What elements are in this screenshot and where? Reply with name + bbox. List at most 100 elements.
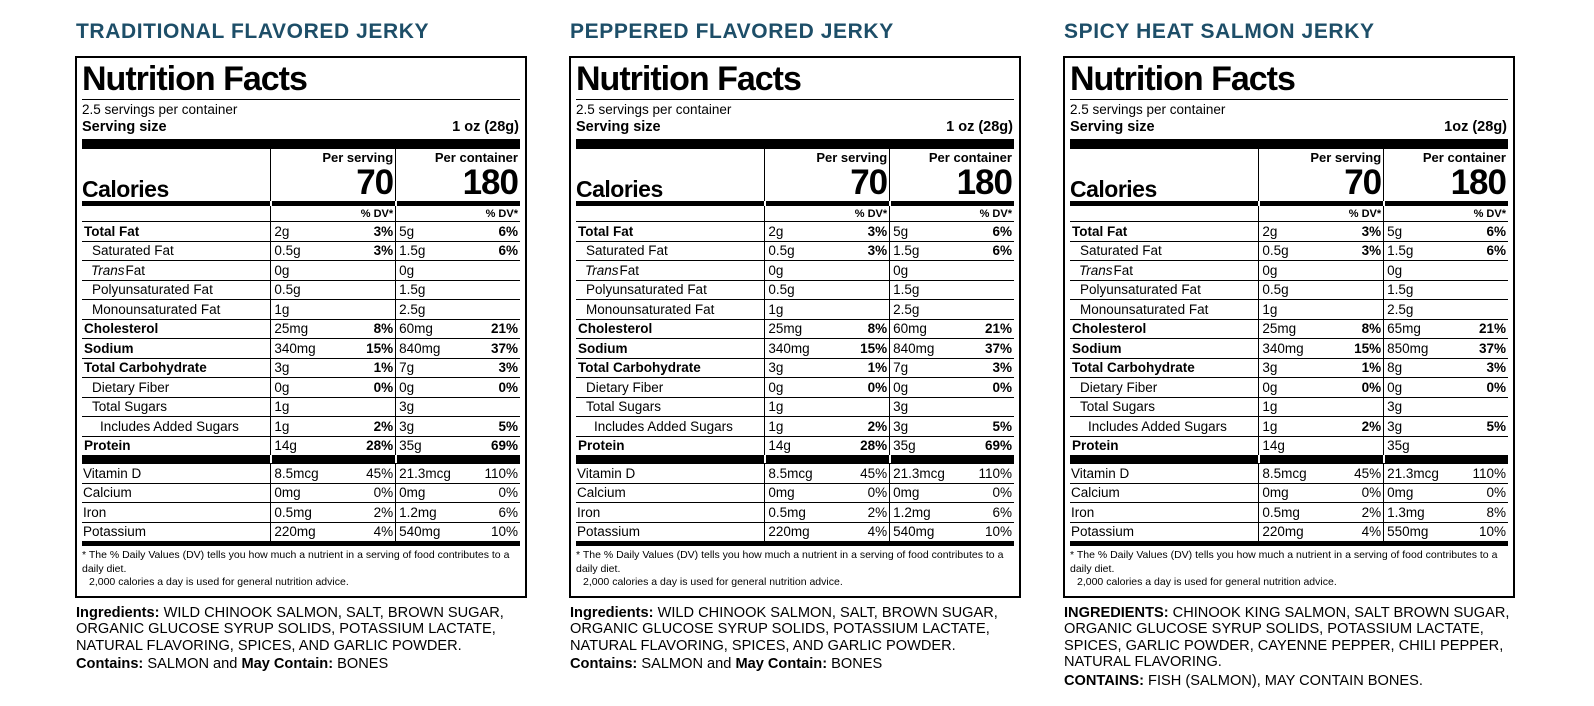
nutrient-name: Sodium [82, 338, 271, 358]
nutrient-name-text: Total Sugars [1080, 399, 1156, 414]
vitamin-serving-amount: 8.5mcg [768, 465, 813, 481]
vitamin-serving-amount: 220mg [274, 524, 316, 539]
nutrient-container-cell: 2.5g [889, 299, 1014, 319]
nutrient-name: Total Sugars [82, 396, 271, 417]
vitamin-serving-dv: 4% [373, 524, 394, 539]
nutrient-container-cell: 1.5g 6% [889, 240, 1014, 260]
nutrient-serving-cell: 1g 2% [764, 416, 890, 436]
product-title: TRADITIONAL FLAVORED JERKY [76, 20, 430, 43]
nutrient-container-cell: 3g 5% [889, 416, 1014, 436]
nutrient-container-amount: 35g [893, 438, 916, 453]
vitamin-name: Iron [1070, 502, 1259, 522]
nutrient-serving-cell: 0.5g [1258, 279, 1384, 299]
ingredients-text: INGREDIENTS: CHINOOK KING SALMON, SALT B… [1063, 605, 1515, 671]
vitamin-container-cell: 0mg 0% [1383, 482, 1508, 502]
protein-underbar [270, 455, 396, 463]
vitamin-container-dv: 110% [1472, 465, 1506, 481]
servings-per-container: 2.5 servings per container [1070, 102, 1226, 117]
protein-underbar [1258, 455, 1384, 463]
vitamin-container-cell: 21.3mcg 110% [889, 463, 1014, 483]
nutrient-serving-cell: 1g [270, 299, 396, 319]
ingredients-label: INGREDIENTS: [1064, 604, 1169, 621]
vitamin-serving-amount: 220mg [768, 524, 810, 539]
nutrient-serving-amount: 0.5g [1262, 282, 1289, 297]
vitamin-serving-cell: 0mg 0% [270, 482, 396, 502]
nutrient-serving-amount: 0.5g [274, 282, 301, 297]
nutrient-name: Polyunsaturated Fat [82, 279, 271, 300]
nutrient-name-text: Dietary Fiber [586, 379, 664, 395]
nutrient-serving-amount: 0g [768, 262, 784, 278]
nutrient-container-amount: 3g [399, 418, 415, 434]
nutrient-name: Dietary Fiber [82, 377, 271, 397]
nutrient-serving-cell: 0.5g [764, 279, 890, 299]
vitamin-serving-amount: 0.5mg [1262, 504, 1300, 520]
calories-underbar [1383, 201, 1508, 206]
footnote-divider-bar [1070, 541, 1508, 546]
footnote-line1: * The % Daily Values (DV) tells you how … [576, 549, 1004, 575]
nutrient-serving-cell: 1g [1258, 299, 1384, 319]
nutrient-serving-amount: 0.5g [274, 243, 301, 258]
nutrient-container-cell: 0g [1383, 260, 1508, 280]
footnote: * The % Daily Values (DV) tells you how … [1070, 546, 1508, 592]
nutrient-name: Total Carbohydrate [82, 357, 271, 378]
nutrient-name: Monounsaturated Fat [82, 299, 271, 319]
nutrient-serving-dv: 3% [373, 223, 394, 239]
nutrient-container-dv: 5% [1486, 418, 1506, 434]
vitamin-container-dv: 0% [992, 485, 1012, 500]
nutrient-name: Includes Added Sugars [82, 416, 271, 436]
footnote: * The % Daily Values (DV) tells you how … [576, 546, 1014, 592]
nutrient-serving-dv: 15% [860, 340, 888, 356]
nutrient-container-cell: 0g [889, 260, 1014, 280]
calories-label: Calories [1070, 176, 1157, 202]
nutrient-serving-cell: 25mg 8% [270, 318, 396, 338]
nutrition-facts-panel: Nutrition Facts 2.5 servings per contain… [75, 56, 527, 598]
nutrient-name-text: Sodium [1072, 340, 1122, 356]
nutrient-serving-amount: 1g [768, 418, 784, 434]
vitamin-serving-dv: 45% [860, 465, 888, 481]
dv-header-container: % DV* [395, 206, 520, 221]
nutrient-name-text: Polyunsaturated Fat [92, 282, 213, 297]
nutrient-serving-amount: 0g [274, 379, 290, 395]
nutrient-container-amount: 5g [893, 223, 909, 239]
vitamin-serving-dv: 2% [1361, 504, 1382, 520]
nutrient-serving-amount: 340mg [274, 340, 316, 356]
ingredients-list: WILD CHINOOK SALMON, SALT, BROWN SUGAR, … [76, 604, 504, 654]
nutrient-serving-amount: 2g [768, 223, 784, 239]
ingredients-text: Ingredients: WILD CHINOOK SALMON, SALT, … [75, 605, 527, 655]
nutrient-name-text: Cholesterol [84, 321, 159, 336]
vitamin-container-cell: 21.3mcg 110% [1383, 463, 1508, 483]
spacer-cell [1070, 206, 1258, 221]
vitamin-container-dv: 8% [1486, 504, 1506, 520]
nutrient-serving-amount: 0.5g [768, 282, 795, 297]
vitamin-container-dv: 0% [498, 485, 518, 500]
vitamin-serving-cell: 220mg 4% [764, 521, 890, 541]
protein-underbar [764, 455, 890, 463]
vitamin-name: Iron [82, 502, 271, 522]
nutrient-container-dv: 6% [992, 223, 1012, 239]
nutrient-serving-dv: 0% [867, 379, 888, 395]
nutrient-serving-dv: 28% [366, 438, 394, 453]
nutrient-container-amount: 3g [1387, 399, 1403, 414]
vitamin-serving-dv: 0% [1361, 485, 1382, 500]
nutrient-container-cell: 0g 0% [395, 377, 520, 397]
nutrient-serving-dv: 1% [373, 360, 394, 375]
nutrient-name-text: Monounsaturated Fat [586, 301, 715, 317]
nutrient-name: Includes Added Sugars [1070, 416, 1259, 436]
nutrient-container-dv: 21% [490, 321, 518, 336]
nutrient-name-text: Fat [125, 262, 146, 278]
nutrient-serving-cell: 25mg 8% [764, 318, 890, 338]
nutrient-serving-amount: 14g [1262, 438, 1285, 453]
nutrient-name-text: Total Fat [84, 223, 140, 239]
spacer-cell [82, 206, 270, 221]
nutrient-serving-amount: 1g [274, 418, 290, 434]
vitamin-serving-amount: 8.5mcg [1262, 465, 1307, 481]
serving-size-row: Serving size 1oz (28g) [1070, 118, 1508, 139]
nutrient-name: Protein [576, 435, 765, 456]
contains-text: CONTAINS: FISH (SALMON), MAY CONTAIN BON… [1063, 673, 1515, 690]
nutrient-name: Total Fat [576, 221, 765, 241]
vitamin-serving-dv: 2% [373, 504, 394, 520]
nutrition-facts-heading: Nutrition Facts [1070, 61, 1508, 100]
nutrient-serving-dv: 0% [1361, 379, 1382, 395]
per-container-header: Per container [1383, 149, 1508, 165]
nutrient-container-cell: 8g 3% [1383, 357, 1508, 377]
